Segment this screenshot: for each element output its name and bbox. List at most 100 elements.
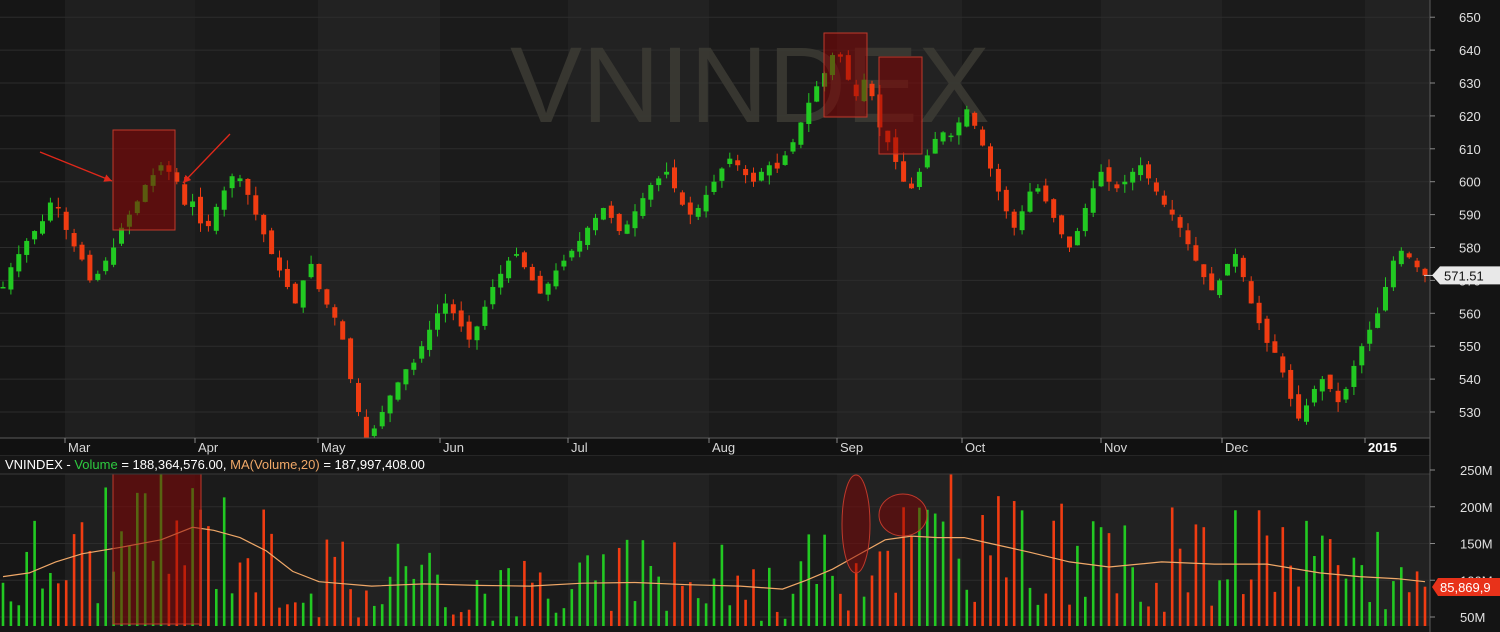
volume-bar <box>246 558 250 626</box>
y-axis-panel <box>1430 0 1500 632</box>
candle-body <box>8 267 14 290</box>
candle-body <box>1153 182 1159 192</box>
volume-bar <box>1005 577 1008 626</box>
candle-body <box>632 211 638 229</box>
volume-bar <box>696 598 700 626</box>
volume-bar <box>538 572 542 626</box>
candle-body <box>71 233 77 247</box>
candle-body <box>687 202 693 215</box>
candle-body <box>245 178 251 195</box>
volume-bar <box>1289 565 1292 626</box>
volume-bar <box>467 609 471 626</box>
candle-body <box>1217 280 1223 296</box>
candle-body <box>695 208 701 217</box>
candle-body <box>55 206 61 209</box>
candle-body <box>624 224 630 234</box>
month-band <box>568 0 709 438</box>
volume-bar <box>1305 520 1308 626</box>
candle-body <box>577 240 583 252</box>
candle-body <box>790 142 796 152</box>
candle-body <box>1248 281 1254 304</box>
candle-body <box>411 362 417 370</box>
volume-bar <box>602 554 605 626</box>
volume-bar <box>736 575 739 626</box>
volume-bar <box>1344 578 1348 626</box>
annotation-arrow <box>182 133 231 184</box>
legend-part: MA(Volume,20) <box>230 457 320 472</box>
month-band-volume <box>837 474 962 626</box>
volume-bar <box>1028 587 1032 626</box>
volume-bar <box>286 604 289 626</box>
candle-body <box>972 112 978 126</box>
volume-bar <box>333 556 337 626</box>
volume-bar <box>1281 527 1285 626</box>
volume-bar <box>1313 556 1316 626</box>
candle-body <box>482 306 488 326</box>
candle-body <box>324 289 330 305</box>
volume-bar <box>412 578 416 626</box>
volume-bar <box>649 565 653 626</box>
candle-body <box>32 231 38 240</box>
volume-bar <box>483 593 487 626</box>
candle-body <box>253 195 259 215</box>
candle-body <box>237 178 243 182</box>
candle-body <box>1422 268 1428 276</box>
candle-body <box>924 155 930 168</box>
candle-body <box>766 165 772 176</box>
volume-bar <box>1328 539 1332 626</box>
volume-bar <box>238 562 242 626</box>
candle-body <box>1390 260 1396 288</box>
volume-bar <box>475 579 479 626</box>
y-tick-label: 650 <box>1459 10 1481 25</box>
candle-body <box>600 208 606 220</box>
volume-bar <box>768 567 771 626</box>
y-tick-label: 530 <box>1459 405 1481 420</box>
candle-body <box>292 283 298 304</box>
month-band <box>318 0 440 438</box>
candle-body <box>1280 356 1286 373</box>
volume-bar <box>317 617 321 626</box>
volume-bar <box>104 487 107 626</box>
volume-bar <box>562 608 566 626</box>
volume-bar <box>64 580 68 626</box>
volume-bar <box>831 575 834 626</box>
candle-body <box>1240 257 1246 278</box>
volume-bar <box>665 610 668 626</box>
candle-body <box>1351 365 1357 387</box>
volume-bar <box>973 601 976 626</box>
month-band-volume <box>440 474 568 626</box>
volume-bar <box>1178 548 1182 626</box>
candle-body <box>111 247 117 265</box>
candle-body <box>47 202 53 221</box>
volume-bar <box>1265 535 1269 626</box>
volume-bar <box>704 603 708 626</box>
candle-body <box>569 250 575 258</box>
candle-body <box>95 273 101 280</box>
volume-bar <box>1155 582 1158 626</box>
volume-bar <box>1139 601 1142 626</box>
candle-body <box>703 194 709 212</box>
candle-body <box>1209 273 1215 291</box>
highlight-ellipse-volume <box>841 474 871 574</box>
volume-bar <box>1186 592 1190 626</box>
candle-body <box>442 303 448 314</box>
candle-body <box>277 257 282 271</box>
candle-body <box>316 264 322 290</box>
volume-bar <box>894 592 897 626</box>
candle-body <box>1043 185 1049 202</box>
last-price-marker <box>1432 266 1500 285</box>
volume-bar <box>1273 591 1277 626</box>
candle-body <box>782 155 788 165</box>
candle-body <box>506 260 512 279</box>
candle-body <box>901 161 907 182</box>
volume-bar <box>926 509 929 626</box>
volume-bar <box>294 602 297 626</box>
x-tick-label: Aug <box>712 440 735 455</box>
volume-bar <box>1202 527 1206 626</box>
volume-bar <box>57 583 60 626</box>
candle-body <box>664 171 670 175</box>
candle-body <box>24 240 30 255</box>
volume-bar <box>633 601 637 626</box>
